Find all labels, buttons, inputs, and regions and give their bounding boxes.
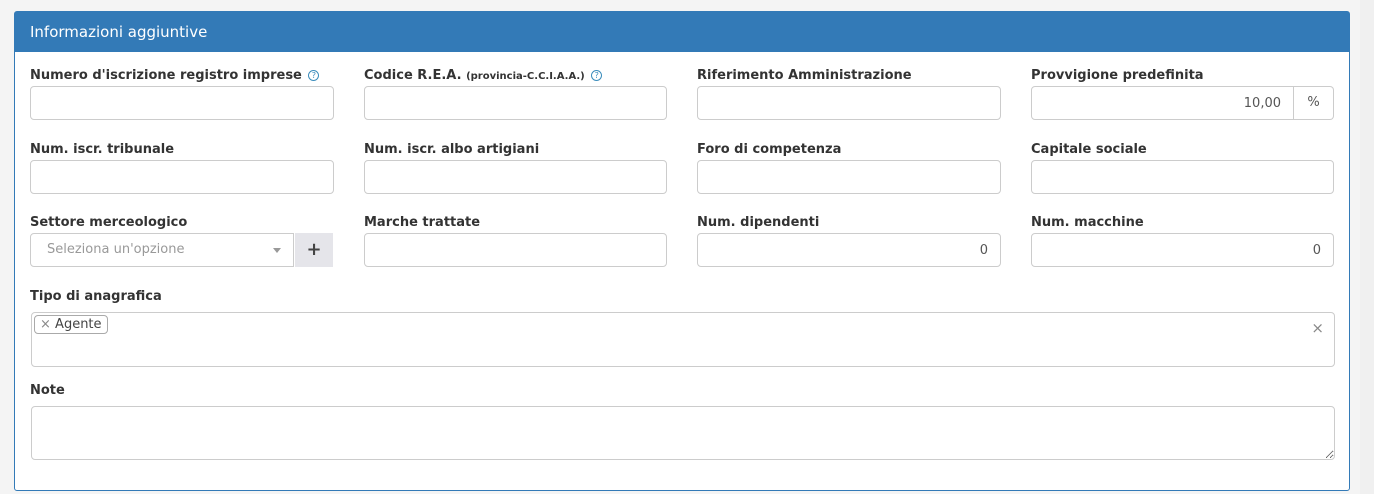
settore-placeholder: Seleziona un'opzione — [47, 242, 185, 257]
field-marche: Marche trattate — [364, 215, 667, 267]
field-dipendenti: Num. dipendenti — [697, 215, 1001, 267]
label-rif-amm: Riferimento Amministrazione — [697, 68, 912, 83]
capitale-input[interactable] — [1031, 160, 1334, 194]
field-tribunale: Num. iscr. tribunale — [30, 142, 334, 194]
field-foro: Foro di competenza — [697, 142, 1001, 194]
add-settore-button[interactable]: + — [295, 233, 333, 267]
field-rea: Codice R.E.A. (provincia-C.C.I.A.A.) ? — [364, 68, 667, 120]
help-icon[interactable]: ? — [308, 70, 320, 81]
field-provvigione: Provvigione predefinita % — [1031, 68, 1334, 120]
label-dipendenti: Num. dipendenti — [697, 215, 820, 230]
tag-label: Agente — [55, 317, 102, 332]
label-foro: Foro di competenza — [697, 142, 842, 157]
label-macchine: Num. macchine — [1031, 215, 1144, 230]
rif-amm-input[interactable] — [697, 86, 1001, 120]
field-registro: Numero d'iscrizione registro imprese ? — [30, 68, 334, 120]
page-scrollbar-area — [1360, 0, 1374, 494]
field-rif-amm: Riferimento Amministrazione — [697, 68, 1001, 120]
label-tribunale: Num. iscr. tribunale — [30, 142, 175, 157]
remove-tag-icon[interactable]: × — [40, 317, 51, 332]
tag-agente: × Agente — [34, 315, 108, 334]
panel-title: Informazioni aggiuntive — [15, 12, 1349, 52]
label-note: Note — [30, 383, 65, 398]
label-marche: Marche trattate — [364, 215, 481, 230]
registro-input[interactable] — [30, 86, 334, 120]
tribunale-input[interactable] — [30, 160, 334, 194]
label-rea: Codice R.E.A. — [364, 68, 462, 83]
additional-info-panel: Informazioni aggiuntive Numero d'iscrizi… — [14, 11, 1350, 491]
label-capitale: Capitale sociale — [1031, 142, 1147, 157]
label-rea-sub: (provincia-C.C.I.A.A.) — [466, 71, 585, 82]
label-provvigione: Provvigione predefinita — [1031, 68, 1204, 83]
label-registro: Numero d'iscrizione registro imprese — [30, 68, 302, 83]
note-textarea[interactable] — [31, 406, 1335, 460]
help-icon[interactable]: ? — [591, 70, 603, 81]
field-capitale: Capitale sociale — [1031, 142, 1334, 194]
caret-down-icon — [273, 248, 281, 253]
label-settore: Settore merceologico — [30, 215, 188, 230]
rea-input[interactable] — [364, 86, 667, 120]
percent-addon: % — [1294, 86, 1334, 120]
settore-select[interactable]: Seleziona un'opzione — [30, 233, 294, 267]
label-tipo: Tipo di anagrafica — [30, 289, 162, 304]
clear-icon[interactable]: × — [1311, 319, 1324, 337]
field-artigiani: Num. iscr. albo artigiani — [364, 142, 667, 194]
field-settore: Settore merceologico Seleziona un'opzion… — [30, 215, 333, 267]
provvigione-input[interactable] — [1031, 86, 1294, 120]
marche-input[interactable] — [364, 233, 667, 267]
macchine-input[interactable] — [1031, 233, 1334, 267]
label-artigiani: Num. iscr. albo artigiani — [364, 142, 540, 157]
artigiani-input[interactable] — [364, 160, 667, 194]
dipendenti-input[interactable] — [697, 233, 1001, 267]
field-macchine: Num. macchine — [1031, 215, 1334, 267]
tipo-anagrafica-multiselect[interactable]: × Agente × — [31, 312, 1335, 367]
foro-input[interactable] — [697, 160, 1001, 194]
